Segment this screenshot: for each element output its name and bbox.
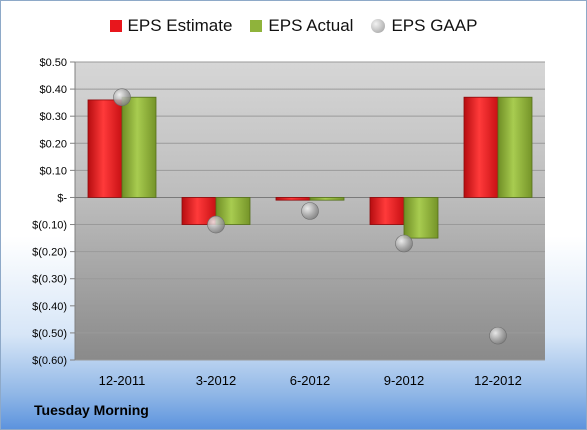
x-category-label: 3-2012 [196,373,236,388]
legend-label: EPS GAAP [391,16,478,35]
legend-item-eps-gaap: EPS GAAP [371,16,477,36]
y-tick-label: $(0.30) [32,274,67,286]
y-tick-label: $(0.60) [32,355,67,367]
chart-legend: EPS Estimate EPS Actual EPS GAAP [0,16,587,36]
y-tick-label: $(0.20) [32,247,67,259]
eps-actual-bar [403,197,439,239]
y-tick-label: $(0.40) [32,301,67,313]
eps-actual-bar [309,197,345,201]
eps-actual-bar [121,96,157,198]
x-category-label: 12-2011 [99,373,146,388]
legend-item-eps-actual: EPS Actual [250,16,353,36]
x-category-label: 12-2012 [474,373,522,388]
y-tick-label: $0.50 [39,57,67,69]
y-tick-label: $0.30 [39,111,67,123]
eps-gaap-point [489,326,507,345]
eps-actual-bar [497,96,533,198]
x-category-label: 9-2012 [384,373,424,388]
eps-estimate-bar [369,197,405,225]
legend-swatch-red [109,20,122,32]
legend-item-eps-estimate: EPS Estimate [109,16,233,36]
eps-gaap-point [395,234,413,253]
legend-label: EPS Actual [268,16,354,35]
legend-label: EPS Estimate [127,16,233,35]
legend-swatch-gray-circle [371,19,386,33]
y-tick-label: $- [57,192,67,204]
legend-swatch-green [250,20,263,32]
y-tick-label: $0.10 [39,165,67,177]
y-tick-label: $(0.50) [32,328,67,340]
y-tick-label: $(0.10) [32,220,67,232]
eps-gaap-point [301,202,319,220]
eps-estimate-bar [87,99,123,198]
company-name: Tuesday Morning [34,402,149,418]
eps-estimate-bar [275,197,311,201]
y-tick-label: $0.20 [39,138,67,150]
x-category-label: 6-2012 [290,373,330,388]
eps-gaap-point [113,88,131,107]
y-tick-label: $0.40 [39,84,67,96]
eps-estimate-bar [463,96,499,198]
eps-gaap-point [207,215,225,234]
